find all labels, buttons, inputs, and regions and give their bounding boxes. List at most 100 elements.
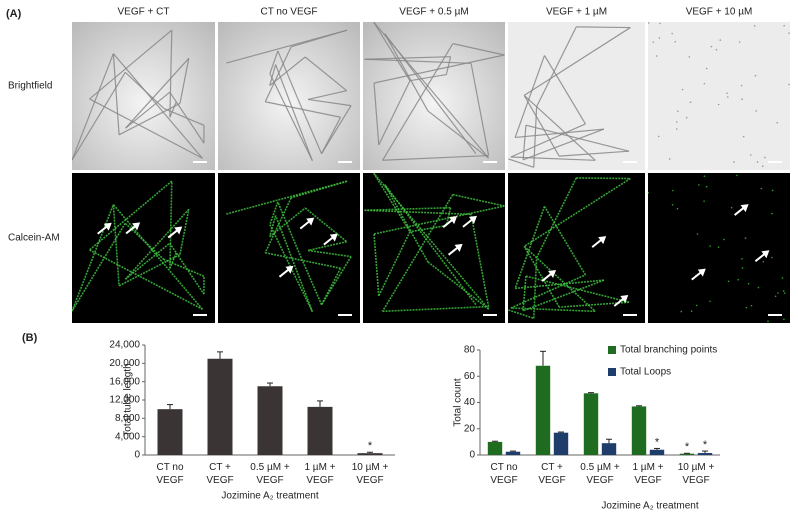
speck (652, 41, 655, 43)
speck (695, 304, 698, 307)
y-tick-label: 0 (469, 450, 475, 461)
tube (373, 173, 490, 310)
arrow (754, 252, 767, 263)
tube (125, 57, 190, 129)
micrograph (648, 22, 790, 170)
tube (470, 214, 490, 307)
tube (277, 50, 299, 99)
tube (373, 233, 380, 296)
micrograph (72, 173, 215, 323)
speck (754, 74, 757, 77)
tube (169, 101, 177, 118)
micrograph (648, 173, 790, 323)
bar (679, 453, 695, 455)
tube (364, 58, 472, 64)
bar (631, 406, 647, 455)
tube (514, 55, 546, 138)
y-axis-label: Total count (453, 378, 464, 427)
speck (658, 37, 661, 39)
tube (163, 108, 205, 126)
arrow (125, 224, 137, 235)
arrow-head (468, 215, 477, 224)
tube (307, 98, 352, 107)
speck (703, 200, 705, 202)
speck (715, 48, 718, 51)
speck (648, 22, 650, 24)
speck (726, 96, 729, 98)
tube (427, 261, 490, 310)
micrograph-bg (363, 22, 505, 170)
tube (373, 22, 490, 159)
tube (522, 128, 605, 161)
x-tick-label: 10 µM + VEGF (677, 462, 715, 486)
y-tick-label: 8,000 (115, 413, 140, 424)
arrow (278, 268, 291, 278)
tube (269, 56, 306, 87)
micrograph-bg (508, 22, 645, 170)
tube (307, 240, 347, 252)
significance: * (368, 440, 373, 452)
tube (409, 73, 447, 82)
arrow (613, 297, 625, 307)
tube (409, 224, 447, 233)
tube (514, 206, 546, 289)
speck (781, 277, 784, 279)
micrograph-bg (648, 173, 790, 323)
speck (672, 189, 674, 192)
tube (72, 222, 126, 312)
panel-label: (A) (6, 8, 22, 20)
speck (723, 238, 725, 241)
tube (268, 215, 277, 237)
tube (373, 22, 411, 82)
bar (601, 443, 617, 455)
x-tick-label: 10 µM + VEGF (351, 462, 389, 486)
tube (264, 197, 292, 254)
speck (783, 318, 785, 321)
tube (373, 54, 505, 84)
speck (762, 260, 765, 263)
arrow (447, 246, 460, 256)
speck (756, 161, 759, 163)
y-tick-label: 60 (464, 371, 476, 382)
tube (445, 56, 452, 75)
micrograph (363, 22, 505, 170)
micrograph (218, 173, 360, 323)
tube (532, 257, 538, 319)
speck (657, 135, 660, 138)
speck (709, 245, 712, 247)
speck (710, 45, 713, 48)
legend-swatch (608, 368, 616, 376)
arrow-head (103, 222, 112, 231)
tube (525, 275, 630, 303)
arrow-head (449, 216, 458, 225)
tube (89, 29, 173, 100)
speck (674, 40, 677, 43)
speck (717, 246, 720, 249)
speck (771, 189, 774, 192)
speck (690, 310, 693, 312)
tube (89, 98, 203, 159)
speck (745, 306, 748, 309)
row-label: Calcein-AM (8, 233, 60, 244)
speck (730, 206, 733, 209)
significance: * (655, 436, 660, 448)
tube (265, 101, 341, 118)
tube (169, 181, 173, 269)
tube (452, 43, 505, 56)
tube (523, 27, 631, 96)
tube (382, 154, 489, 161)
arrow-head (329, 233, 338, 242)
arrow-head (454, 243, 463, 252)
x-tick-label: 1 µM + VEGF (632, 462, 664, 486)
tube (124, 208, 190, 280)
speck (753, 25, 756, 27)
tube (559, 301, 630, 308)
tube (290, 29, 348, 48)
micrograph-bg (363, 173, 505, 323)
speck (737, 278, 739, 281)
tube (508, 158, 534, 168)
speck (741, 258, 743, 260)
micrograph-bg (218, 173, 360, 323)
